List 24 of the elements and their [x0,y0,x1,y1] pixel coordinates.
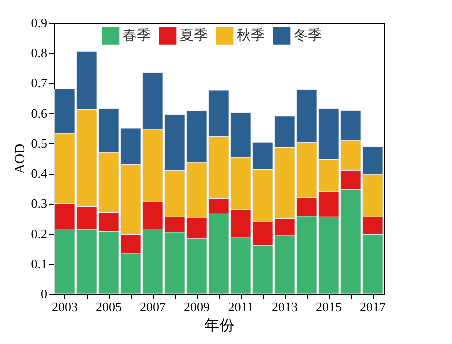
y-tick-label: 0.9 [31,16,48,30]
x-tick-label: 2015 [316,300,342,314]
y-tick-label: 0.7 [31,76,48,91]
x-tick-label: 2009 [184,300,210,314]
x-tick-label: 2013 [272,300,298,314]
x-axis-title: 年份 [204,318,234,334]
y-axis-title: AOD [13,144,28,174]
y-tick-label: 0.6 [31,106,48,121]
y-tick-label: 0.5 [31,136,48,151]
x-tick-label: 2005 [96,300,122,314]
y-tick-label: 0.3 [31,196,48,212]
legend-label: 春季 [123,28,151,44]
y-tick-label: 0.2 [31,226,48,242]
y-tick-label: 0.8 [31,46,48,61]
legend-label: 秋季 [237,28,265,44]
x-tick-label: 2017 [360,300,386,314]
legend-label: 夏季 [180,28,208,44]
y-tick-label: 0.4 [31,166,48,182]
y-tick-label: 0.1 [31,256,48,272]
y-tick-label: 0 [41,286,48,302]
x-tick-label: 2003 [52,300,78,314]
x-tick-label: 2007 [140,300,166,314]
x-tick-label: 2011 [228,300,254,314]
legend-label: 冬季 [294,28,322,44]
